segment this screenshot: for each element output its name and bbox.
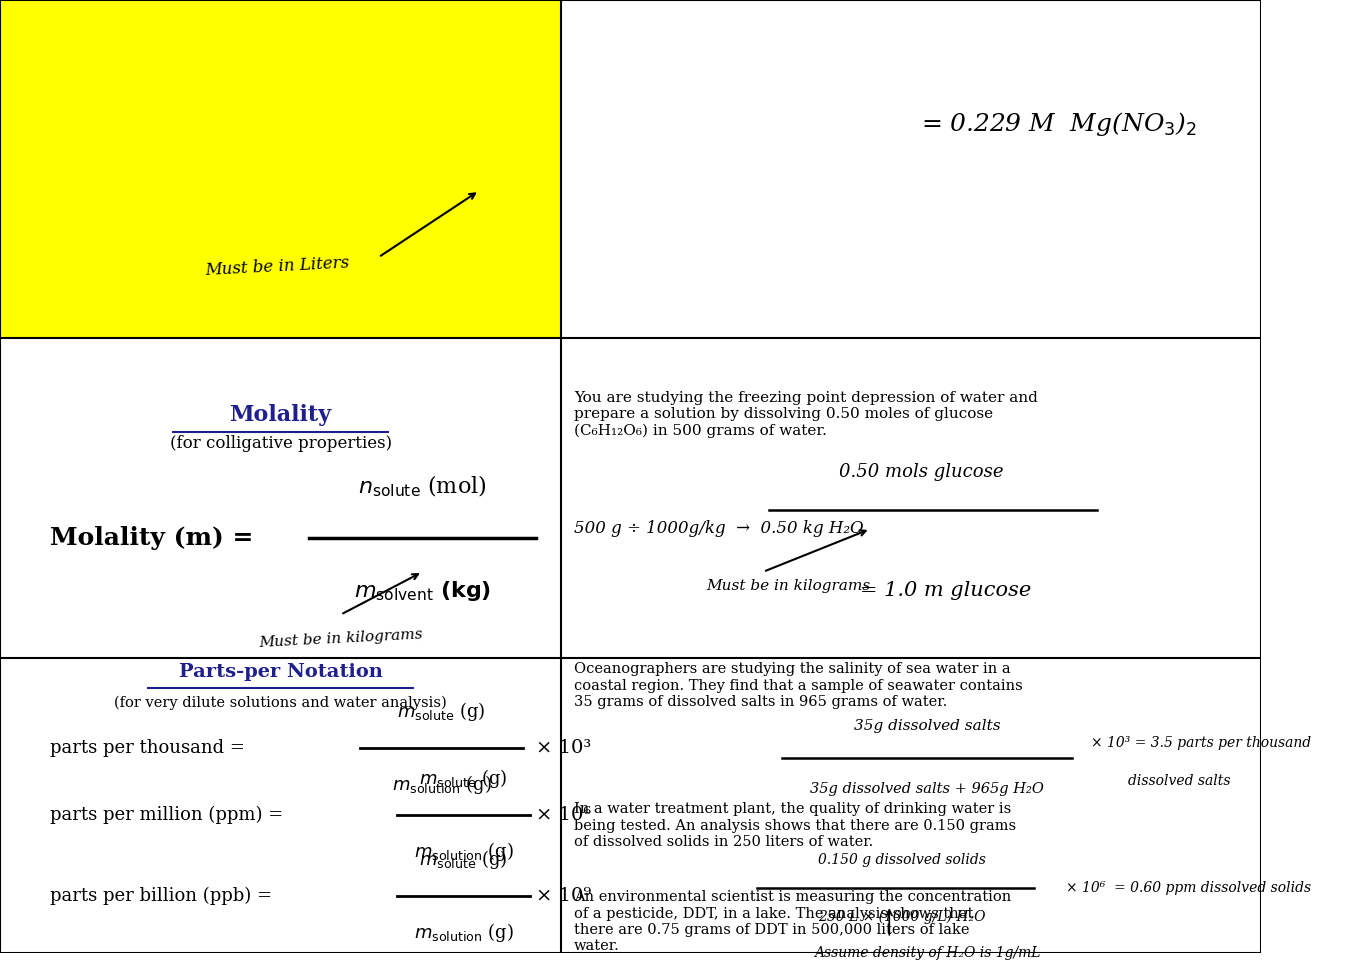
Text: $m_{\mathrm{solute}}$ (g): $m_{\mathrm{solute}}$ (g) [420,767,508,790]
Text: $n_{\mathrm{solute}}$ (mol): $n_{\mathrm{solute}}$ (mol) [358,473,487,498]
Bar [0,338,561,953]
Text: (for very dilute solutions and water analysis): (for very dilute solutions and water ana… [114,695,447,709]
Text: 250 L × (1000 g/L) H₂O: 250 L × (1000 g/L) H₂O [818,909,986,924]
Text: Molality (m) =: Molality (m) = [51,526,254,550]
Text: parts per billion (ppb) =: parts per billion (ppb) = [51,887,273,905]
Text: parts per thousand =: parts per thousand = [51,739,245,757]
Text: dissolved salts: dissolved salts [1128,775,1231,788]
Text: Oceanographers are studying the salinity of sea water in a
coastal region. They : Oceanographers are studying the salinity… [574,662,1022,708]
Text: An environmental scientist is measuring the concentration
of a pesticide, DDT, i: An environmental scientist is measuring … [574,891,1011,953]
Text: Molality: Molality [230,403,332,425]
Text: = 0.229 M  Mg(NO$_{3}$)$_{2}$: = 0.229 M Mg(NO$_{3}$)$_{2}$ [921,109,1197,138]
Text: $m_{\mathrm{solution}}$ (g): $m_{\mathrm{solution}}$ (g) [414,840,514,862]
Text: In a water treatment plant, the quality of drinking water is
being tested. An an: In a water treatment plant, the quality … [574,803,1015,849]
Text: You are studying the freezing point depression of water and
prepare a solution b: You are studying the freezing point depr… [574,391,1038,438]
Text: $m_{\mathrm{solution}}$ (g): $m_{\mathrm{solution}}$ (g) [414,921,514,944]
Bar [0,0,561,338]
Text: × 10⁶  = 0.60 ppm dissolved solids: × 10⁶ = 0.60 ppm dissolved solids [1067,881,1311,895]
Bar [561,0,1262,338]
Text: Must be in kilograms: Must be in kilograms [706,579,870,593]
Text: = 1.0 m glucose: = 1.0 m glucose [861,582,1032,600]
Text: × 10³ = 3.5 parts per thousand: × 10³ = 3.5 parts per thousand [1091,736,1311,751]
Text: 35g dissolved salts + 965g H₂O: 35g dissolved salts + 965g H₂O [810,782,1044,796]
Text: Assume density of H₂O is 1g/mL: Assume density of H₂O is 1g/mL [814,946,1041,960]
Text: $m_{\mathrm{solution}}$ (g): $m_{\mathrm{solution}}$ (g) [391,773,491,796]
Text: × 10³: × 10³ [537,739,592,757]
Text: 35g dissolved salts: 35g dissolved salts [854,719,1001,733]
Text: Must be in Liters: Must be in Liters [204,254,350,279]
Bar [561,338,1262,953]
Text: × 10⁹: × 10⁹ [537,887,592,905]
Text: 0.50 mols glucose: 0.50 mols glucose [838,463,1003,481]
Text: Must be in kilograms: Must be in kilograms [258,627,422,650]
Text: × 10⁶: × 10⁶ [537,805,592,824]
Text: parts per million (ppm) =: parts per million (ppm) = [51,805,284,824]
Text: $m_{\mathrm{solvent}}$ $\bf{(kg)}$: $m_{\mathrm{solvent}}$ $\bf{(kg)}$ [354,579,491,603]
Text: $m_{\mathrm{solute}}$ (g): $m_{\mathrm{solute}}$ (g) [420,848,508,871]
Text: 500 g ÷ 1000g/kg  →  0.50 kg H₂O: 500 g ÷ 1000g/kg → 0.50 kg H₂O [574,520,863,538]
Text: Parts-per Notation: Parts-per Notation [179,662,382,681]
Text: 0.150 g dissolved solids: 0.150 g dissolved solids [818,852,986,867]
Text: $m_{\mathrm{solute}}$ (g): $m_{\mathrm{solute}}$ (g) [397,701,486,724]
Text: (for colligative properties): (for colligative properties) [169,435,391,451]
